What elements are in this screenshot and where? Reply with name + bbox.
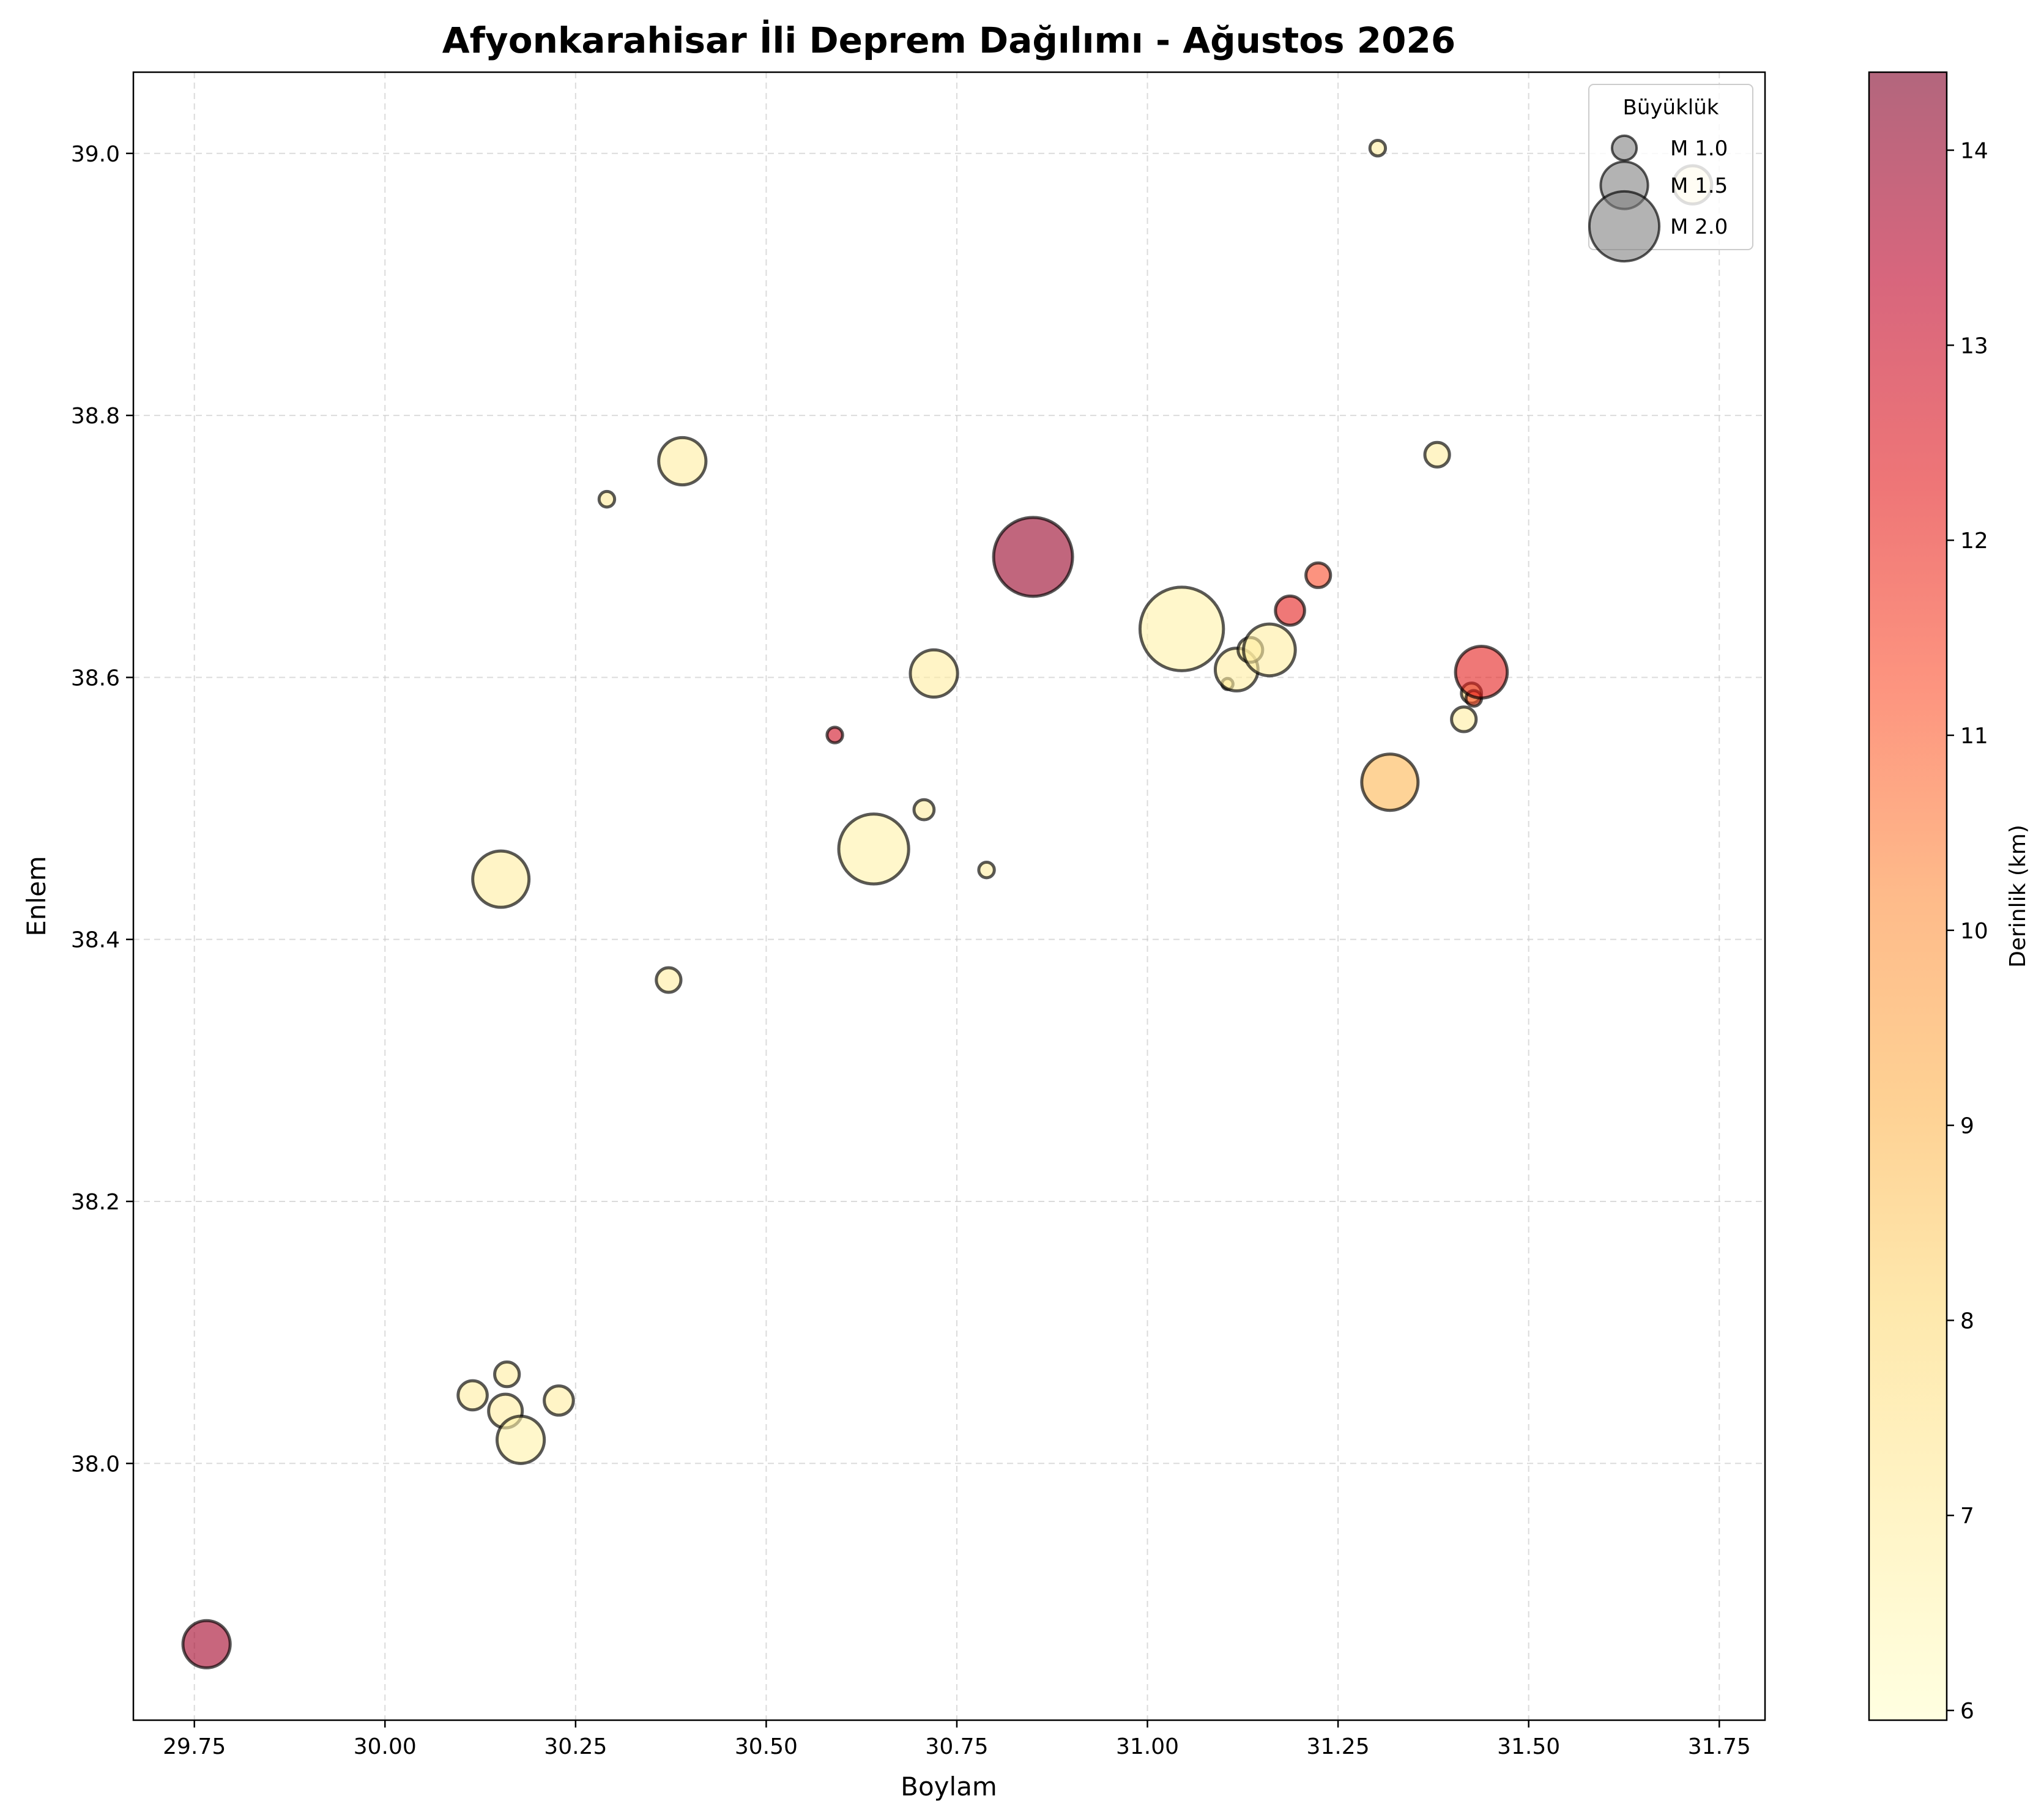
earthquake-point (825, 726, 844, 744)
x-tick-label: 31.25 (1307, 1734, 1370, 1759)
earthquake-point (181, 1619, 232, 1669)
colorbar-tick-label: 8 (1960, 1308, 1974, 1334)
colorbar-tick-label: 11 (1960, 724, 1988, 749)
colorbar-gradient (1869, 72, 1947, 1720)
earthquake-point (992, 516, 1074, 598)
x-tick-label: 30.00 (354, 1734, 417, 1759)
earthquake-point (543, 1384, 575, 1417)
y-tick-label: 38.8 (71, 404, 120, 429)
x-axis-title: Boylam (901, 1772, 997, 1802)
colorbar-tick-label: 12 (1960, 529, 1988, 554)
y-tick-label: 39.0 (71, 142, 120, 167)
grid (133, 72, 1765, 1720)
colorbar-tick-label: 6 (1960, 1699, 1974, 1724)
earthquake-point (471, 849, 531, 909)
legend: Büyüklük M 1.0 M 1.5 M 2.0 (1588, 84, 1753, 263)
y-axis-ticks: 38.0 38.2 38.4 38.6 38.8 39.0 (71, 142, 133, 1477)
colorbar-tick-label: 10 (1960, 919, 1988, 944)
earthquake-point (1138, 585, 1225, 672)
colorbar: 6 7 8 9 10 11 12 13 14 Derinlik (km) (1868, 71, 2031, 1724)
earthquake-point (1360, 752, 1420, 812)
x-tick-label: 30.75 (925, 1734, 988, 1759)
colorbar-ticks: 6 7 8 9 10 11 12 13 14 (1947, 139, 1988, 1724)
x-tick-label: 29.75 (163, 1734, 226, 1759)
y-axis-title: Enlem (21, 856, 51, 937)
y-tick-label: 38.2 (71, 1190, 120, 1215)
earthquake-point (496, 1414, 546, 1465)
colorbar-tick-label: 13 (1960, 333, 1988, 358)
y-tick-label: 38.6 (71, 666, 120, 691)
x-tick-label: 31.50 (1497, 1734, 1560, 1759)
earthquake-point (657, 436, 708, 487)
colorbar-tick-label: 14 (1960, 139, 1988, 164)
colorbar-tick-label: 9 (1960, 1114, 1974, 1139)
legend-title: Büyüklük (1623, 95, 1719, 120)
earthquake-point (837, 812, 910, 886)
colorbar-label: Derinlik (km) (2005, 825, 2031, 968)
y-tick-label: 38.0 (71, 1452, 120, 1477)
legend-marker (1610, 134, 1638, 162)
colorbar-tick-label: 7 (1960, 1504, 1974, 1529)
earthquake-point (493, 1360, 521, 1389)
x-tick-label: 31.75 (1688, 1734, 1751, 1759)
x-tick-label: 30.50 (735, 1734, 798, 1759)
y-tick-label: 38.4 (71, 928, 120, 953)
x-axis-ticks: 29.75 30.00 30.25 30.50 30.75 31.00 31.25 31.50… (163, 1720, 1751, 1759)
legend-label: M 2.0 (1670, 215, 1728, 239)
earthquake-point (909, 648, 959, 699)
x-tick-label: 31.00 (1116, 1734, 1179, 1759)
legend-entries: M 1.0 M 1.5 M 2.0 (1588, 134, 1728, 263)
data-points (181, 139, 1714, 1669)
earthquake-point (1368, 139, 1388, 158)
plot-area-frame (132, 71, 1766, 1721)
legend-marker (1588, 190, 1661, 263)
earthquake-point (977, 860, 996, 880)
chart-title: Afyonkarahisar İli Deprem Dağılımı - Ağu… (442, 19, 1455, 61)
earthquake-point (1242, 622, 1297, 678)
earthquake-point (1450, 705, 1478, 733)
earthquake-point (1423, 440, 1451, 469)
earthquake-point (912, 798, 936, 822)
colorbar-frame (1868, 71, 1948, 1721)
earthquake-point (1274, 594, 1306, 627)
x-tick-label: 30.25 (544, 1734, 607, 1759)
earthquake-point (456, 1379, 489, 1412)
earthquake-point (1454, 645, 1509, 700)
earthquake-point (1304, 561, 1332, 589)
legend-label: M 1.5 (1670, 174, 1728, 198)
legend-label: M 1.0 (1670, 136, 1728, 161)
earthquake-point (597, 489, 617, 509)
earthquake-point (655, 966, 683, 994)
